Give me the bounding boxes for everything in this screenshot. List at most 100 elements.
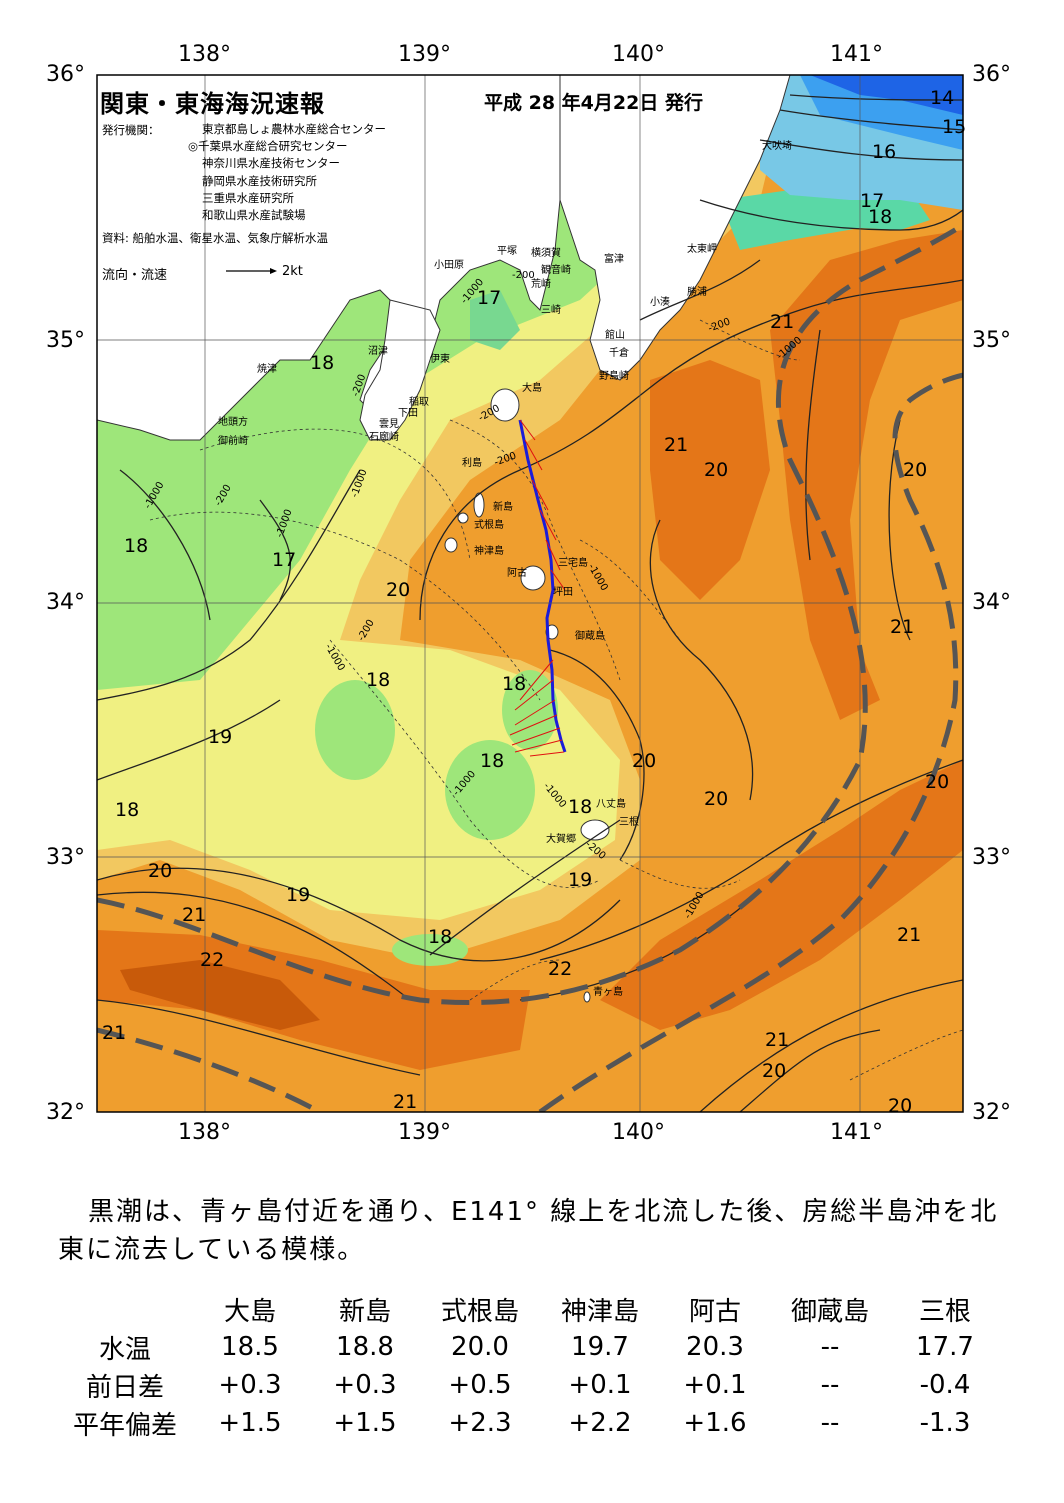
isotherm-label: 20 bbox=[386, 579, 411, 601]
table-cell: 20.3 bbox=[686, 1332, 744, 1362]
island-hachijojima bbox=[580, 819, 610, 841]
kuroshio-axis bbox=[97, 222, 963, 1112]
flow-scale-label: 2kt bbox=[282, 264, 303, 279]
lon-label-bottom: 138° bbox=[178, 1120, 231, 1145]
table-cell: 18.5 bbox=[221, 1332, 279, 1362]
place-label: 犬吠埼 bbox=[762, 141, 792, 152]
table-header-cell: 新島 bbox=[338, 1296, 391, 1327]
table-cell: 19.7 bbox=[571, 1332, 629, 1362]
isotherm-label: 20 bbox=[762, 1060, 787, 1082]
table-cell: -0.4 bbox=[919, 1370, 971, 1400]
table-cell: +0.3 bbox=[333, 1370, 397, 1400]
graticule bbox=[97, 75, 963, 1112]
place-label: 伊東 bbox=[430, 354, 450, 365]
depth-contours bbox=[149, 319, 963, 1081]
isotherm-label: 22 bbox=[548, 958, 573, 980]
lat-label-right: 34° bbox=[972, 590, 1011, 615]
temp-band-22c bbox=[770, 230, 963, 720]
table-cell: -- bbox=[820, 1370, 840, 1400]
place-label: 大賀郷 bbox=[546, 834, 576, 845]
temp-patch-18b bbox=[445, 740, 535, 840]
place-label: 御蔵島 bbox=[575, 631, 605, 642]
lon-label-top: 140° bbox=[612, 42, 665, 67]
table-cell: -1.3 bbox=[919, 1408, 971, 1438]
place-label: 大島 bbox=[522, 383, 542, 394]
place-label: 小田原 bbox=[434, 260, 464, 271]
isotherm-label: 21 bbox=[765, 1029, 790, 1051]
isotherm-label: 17 bbox=[860, 190, 885, 212]
table-cell: +0.3 bbox=[218, 1370, 282, 1400]
isotherm-label: 18 bbox=[480, 750, 505, 772]
isotherm-label: 14 bbox=[930, 87, 955, 109]
row-label: 前日差 bbox=[85, 1372, 164, 1403]
lat-label-right: 32° bbox=[972, 1100, 1011, 1125]
place-label: 神津島 bbox=[474, 546, 504, 557]
row-label: 水温 bbox=[98, 1334, 151, 1365]
isotherm-label: 20 bbox=[148, 860, 173, 882]
isotherm-label: 21 bbox=[897, 924, 922, 946]
lon-label-bottom: 141° bbox=[830, 1120, 883, 1145]
place-label: 富津 bbox=[604, 254, 624, 265]
place-label: 青ヶ島 bbox=[593, 987, 623, 998]
isotherm-label: 20 bbox=[704, 788, 729, 810]
place-label: 御前崎 bbox=[218, 436, 248, 447]
lat-label-left: 33° bbox=[46, 845, 85, 870]
place-label: 三根 bbox=[619, 817, 639, 828]
island-miyakejima bbox=[520, 565, 546, 591]
isotherm-label: 22 bbox=[200, 949, 225, 971]
current-arrows bbox=[509, 419, 566, 757]
isotherm-label: 18 bbox=[310, 352, 335, 374]
lat-label-left: 34° bbox=[46, 590, 85, 615]
isotherm-label: 21 bbox=[182, 904, 207, 926]
island-kozushima bbox=[444, 537, 458, 553]
data-source: 資料: 船舶水温、衛星水温、気象庁解析水温 bbox=[102, 231, 329, 245]
isotherm-label: 15 bbox=[942, 116, 967, 138]
issuer-item: 神奈川県水産技術センター bbox=[202, 156, 340, 171]
isotherm-label: 21 bbox=[393, 1091, 418, 1113]
place-label: 地頭方 bbox=[218, 417, 248, 428]
isotherm-label: 21 bbox=[664, 434, 689, 456]
land-miura bbox=[97, 75, 561, 441]
table-cell: +2.2 bbox=[568, 1408, 632, 1438]
temp-band-14 bbox=[810, 75, 963, 115]
place-label: 阿古 bbox=[507, 568, 527, 579]
isotherm-label: 17 bbox=[272, 549, 297, 571]
place-label: 利島 bbox=[462, 458, 482, 469]
place-label: 雲見 bbox=[379, 419, 399, 430]
isotherm-label: 18 bbox=[428, 926, 453, 948]
issuer-item: 三重県水産研究所 bbox=[202, 190, 294, 205]
table-header-cell: 三根 bbox=[918, 1296, 971, 1327]
isotherm-label: 20 bbox=[903, 459, 928, 481]
lon-label-bottom: 140° bbox=[612, 1120, 665, 1145]
place-label: 小湊 bbox=[650, 297, 670, 308]
summary-paragraph: 黒潮は、青ヶ島付近を通り、E141° 線上を北流した後、房総半島沖を北東に流去し… bbox=[58, 1197, 999, 1265]
table-cell: 20.0 bbox=[451, 1332, 509, 1362]
table-row: 平年偏差 +1.5 +1.5 +2.3 +2.2 +1.6 -- -1.3 bbox=[60, 1404, 1000, 1442]
place-label: 坪田 bbox=[553, 587, 573, 598]
place-label: 千倉 bbox=[609, 348, 629, 359]
ship-track bbox=[518, 419, 567, 753]
place-label: 太東岬 bbox=[687, 244, 717, 255]
temp-patch-18a bbox=[315, 680, 395, 780]
island-aogashima bbox=[583, 991, 591, 1003]
temp-patch-18c bbox=[392, 934, 468, 966]
place-label: 焼津 bbox=[257, 364, 277, 375]
isotherm-label: 21 bbox=[102, 1022, 127, 1044]
isotherm-label: 20 bbox=[888, 1095, 913, 1117]
table-cell: +0.1 bbox=[683, 1370, 747, 1400]
issuer-label: 発行機関： bbox=[102, 123, 160, 137]
isotherm-label: 18 bbox=[868, 206, 893, 228]
table-row: 前日差 +0.3 +0.3 +0.5 +0.1 +0.1 -- -0.4 bbox=[60, 1366, 1000, 1404]
place-label: 下田 bbox=[398, 408, 418, 419]
isotherm-label: 20 bbox=[632, 750, 657, 772]
table-cell: +1.5 bbox=[333, 1408, 397, 1438]
table-cell: +1.6 bbox=[683, 1408, 747, 1438]
table-header-cell: 神津島 bbox=[560, 1296, 639, 1327]
island-niijima bbox=[473, 492, 485, 518]
isotherm-lines bbox=[97, 94, 963, 1112]
row-label: 平年偏差 bbox=[72, 1410, 177, 1441]
isotherm-label: 20 bbox=[704, 459, 729, 481]
table-header-cell: 御蔵島 bbox=[790, 1296, 869, 1327]
place-label: 平塚 bbox=[497, 246, 517, 257]
lon-label-top: 138° bbox=[178, 42, 231, 67]
